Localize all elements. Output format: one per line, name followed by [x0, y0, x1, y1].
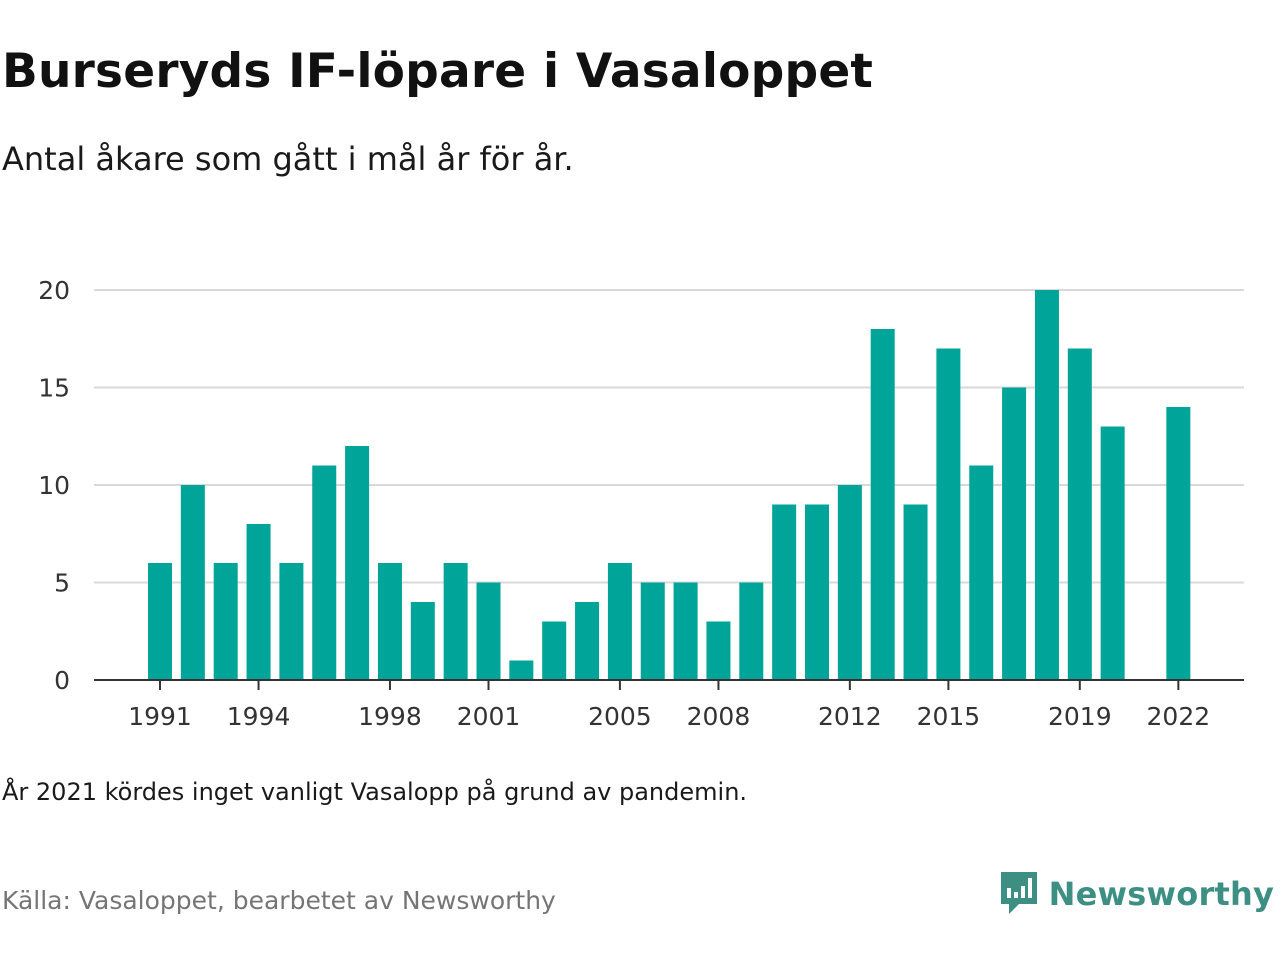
bar-1993: [213, 563, 238, 680]
bar-1991: [148, 563, 172, 680]
bar-2022: [1166, 407, 1191, 680]
bar-2002: [509, 660, 534, 680]
bar-1996: [312, 465, 337, 680]
bar-1998: [377, 563, 402, 680]
x-tick-label: 2005: [588, 702, 652, 731]
x-tick-label: 2001: [457, 702, 521, 731]
bar-2015: [936, 348, 961, 680]
x-tick-label: 1991: [128, 702, 192, 731]
y-tick-label: 10: [38, 471, 70, 500]
x-tick-label: 1998: [358, 702, 422, 731]
bar-2008: [706, 621, 731, 680]
newsworthy-logo-icon: [1000, 872, 1037, 914]
bar-2004: [575, 602, 600, 680]
y-tick-label: 15: [38, 374, 70, 403]
bar-1997: [345, 446, 370, 680]
bar-2005: [607, 563, 632, 680]
bar-2018: [1034, 290, 1059, 680]
bar-2007: [673, 582, 698, 680]
x-tick-label: 2012: [818, 702, 882, 731]
bar-2016: [969, 465, 994, 680]
bar-1999: [410, 602, 435, 680]
bar-chart: 0 5 10 15 20 1991 1994 1998 2001 2005 2008 2012 2015…: [38, 276, 1244, 731]
x-tick-label: 2022: [1147, 702, 1211, 731]
bar-1992: [180, 485, 205, 680]
bar-2010: [772, 504, 797, 680]
footnote: År 2021 kördes inget vanligt Vasalopp på…: [2, 778, 748, 806]
y-tick-label: 5: [54, 569, 70, 598]
bar-2019: [1067, 348, 1092, 680]
bar-2006: [640, 582, 665, 680]
y-tick-label: 20: [38, 276, 70, 305]
bar-2011: [805, 504, 829, 680]
bar-2001: [476, 582, 501, 680]
source-text: Källa: Vasaloppet, bearbetet av Newswort…: [2, 886, 556, 915]
x-tick-label: 2019: [1048, 702, 1112, 731]
bar-2009: [739, 582, 764, 680]
y-tick-label: 0: [54, 666, 70, 695]
brand-logo: Newsworthy: [999, 870, 1274, 918]
x-tick-label: 2015: [917, 702, 981, 731]
brand-name: Newsworthy: [1048, 875, 1274, 913]
bar-2017: [1002, 387, 1027, 680]
bar-1994: [246, 524, 271, 680]
bar-2014: [903, 504, 928, 680]
bar-2020: [1100, 426, 1125, 680]
chart-subtitle: Antal åkare som gått i mål år för år.: [2, 140, 574, 178]
x-tick-label: 1994: [227, 702, 291, 731]
bar-1995: [279, 563, 304, 680]
chart-title: Burseryds IF-löpare i Vasaloppet: [2, 44, 874, 99]
bar-2000: [443, 563, 468, 680]
bar-2013: [870, 329, 895, 680]
x-tick-label: 2008: [687, 702, 751, 731]
bar-2012: [837, 485, 862, 680]
bar-2003: [542, 621, 567, 680]
